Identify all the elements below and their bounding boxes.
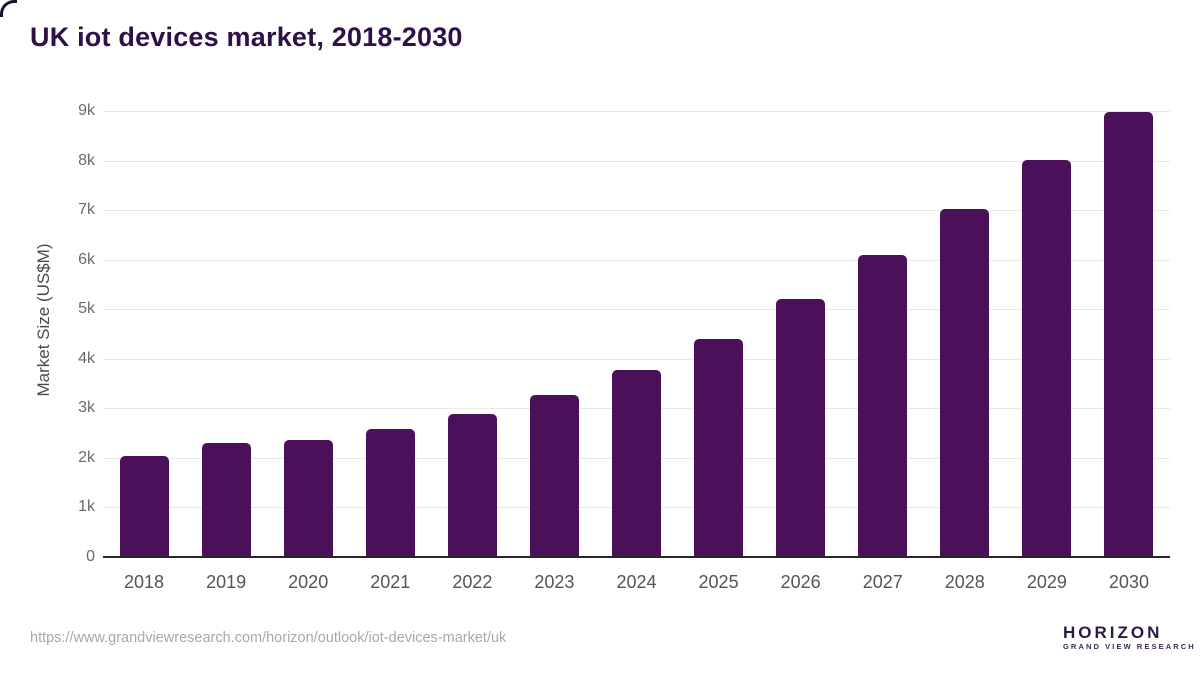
corner-frame-artifact: [0, 0, 17, 17]
x-tick-label: 2024: [616, 572, 657, 592]
bar-2019[interactable]: [201, 442, 251, 557]
y-tick-label: 8k: [78, 151, 95, 169]
bar-2026[interactable]: [776, 298, 826, 557]
gridline: [103, 111, 1170, 112]
gridline: [103, 309, 1170, 311]
bar-2027[interactable]: [858, 254, 908, 557]
x-tick-label: 2018: [124, 572, 165, 592]
bar-2028[interactable]: [940, 208, 990, 557]
x-tick-label: 2026: [780, 572, 821, 592]
x-tick-label: 2025: [698, 572, 739, 592]
source-url: https://www.grandviewresearch.com/horizo…: [30, 630, 507, 646]
bar-2018[interactable]: [119, 455, 169, 557]
horizon-logo: HORIZON GRAND VIEW RESEARCH: [1019, 620, 1196, 655]
bar-2024[interactable]: [612, 370, 661, 557]
gridline: [103, 160, 1170, 162]
x-tick-label: 2020: [288, 572, 329, 592]
x-tick-label: 2027: [862, 572, 903, 592]
x-tick-label: 2028: [944, 572, 985, 592]
x-axis-line: [103, 556, 1170, 558]
y-tick-label: 0: [86, 548, 95, 565]
logo-text-block: HORIZON GRAND VIEW RESEARCH: [1063, 622, 1196, 652]
y-tick-label: 3k: [78, 399, 95, 417]
logo-brand-subtitle: GRAND VIEW RESEARCH: [1063, 641, 1196, 651]
logo-ripple-line: [1033, 644, 1040, 646]
x-tick-label: 2021: [370, 572, 411, 592]
logo-ripple-line: [1031, 640, 1042, 642]
bar-2030[interactable]: [1104, 111, 1154, 557]
gridline: [103, 210, 1170, 212]
gridline: [103, 358, 1170, 360]
bar-2021[interactable]: [365, 428, 415, 557]
y-tick-label: 4k: [78, 349, 95, 367]
y-tick-label: 6k: [78, 250, 95, 268]
y-tick-label: 7k: [78, 201, 95, 219]
horizon-sunset-icon: [1019, 620, 1054, 655]
x-tick-label: 2029: [1026, 572, 1067, 592]
y-tick-label: 5k: [78, 300, 95, 318]
page-title: UK iot devices market, 2018-2030: [30, 22, 463, 52]
x-tick-label: 2019: [206, 572, 247, 592]
logo-brand-name: HORIZON: [1063, 622, 1163, 642]
bar-2020[interactable]: [283, 440, 333, 557]
logo-sun-shape: [1030, 631, 1043, 638]
y-tick-label: 2k: [78, 448, 95, 466]
bar-2022[interactable]: [447, 414, 497, 557]
bar-2029[interactable]: [1022, 160, 1072, 557]
bar-2023[interactable]: [529, 395, 579, 557]
y-tick-label: 1k: [78, 498, 95, 516]
gridline: [103, 259, 1170, 261]
x-tick-label: 2023: [534, 572, 575, 592]
x-tick-label: 2022: [452, 572, 493, 592]
x-tick-label: 2030: [1108, 572, 1149, 592]
bar-2025[interactable]: [694, 338, 744, 557]
y-tick-label: 9k: [78, 102, 95, 119]
